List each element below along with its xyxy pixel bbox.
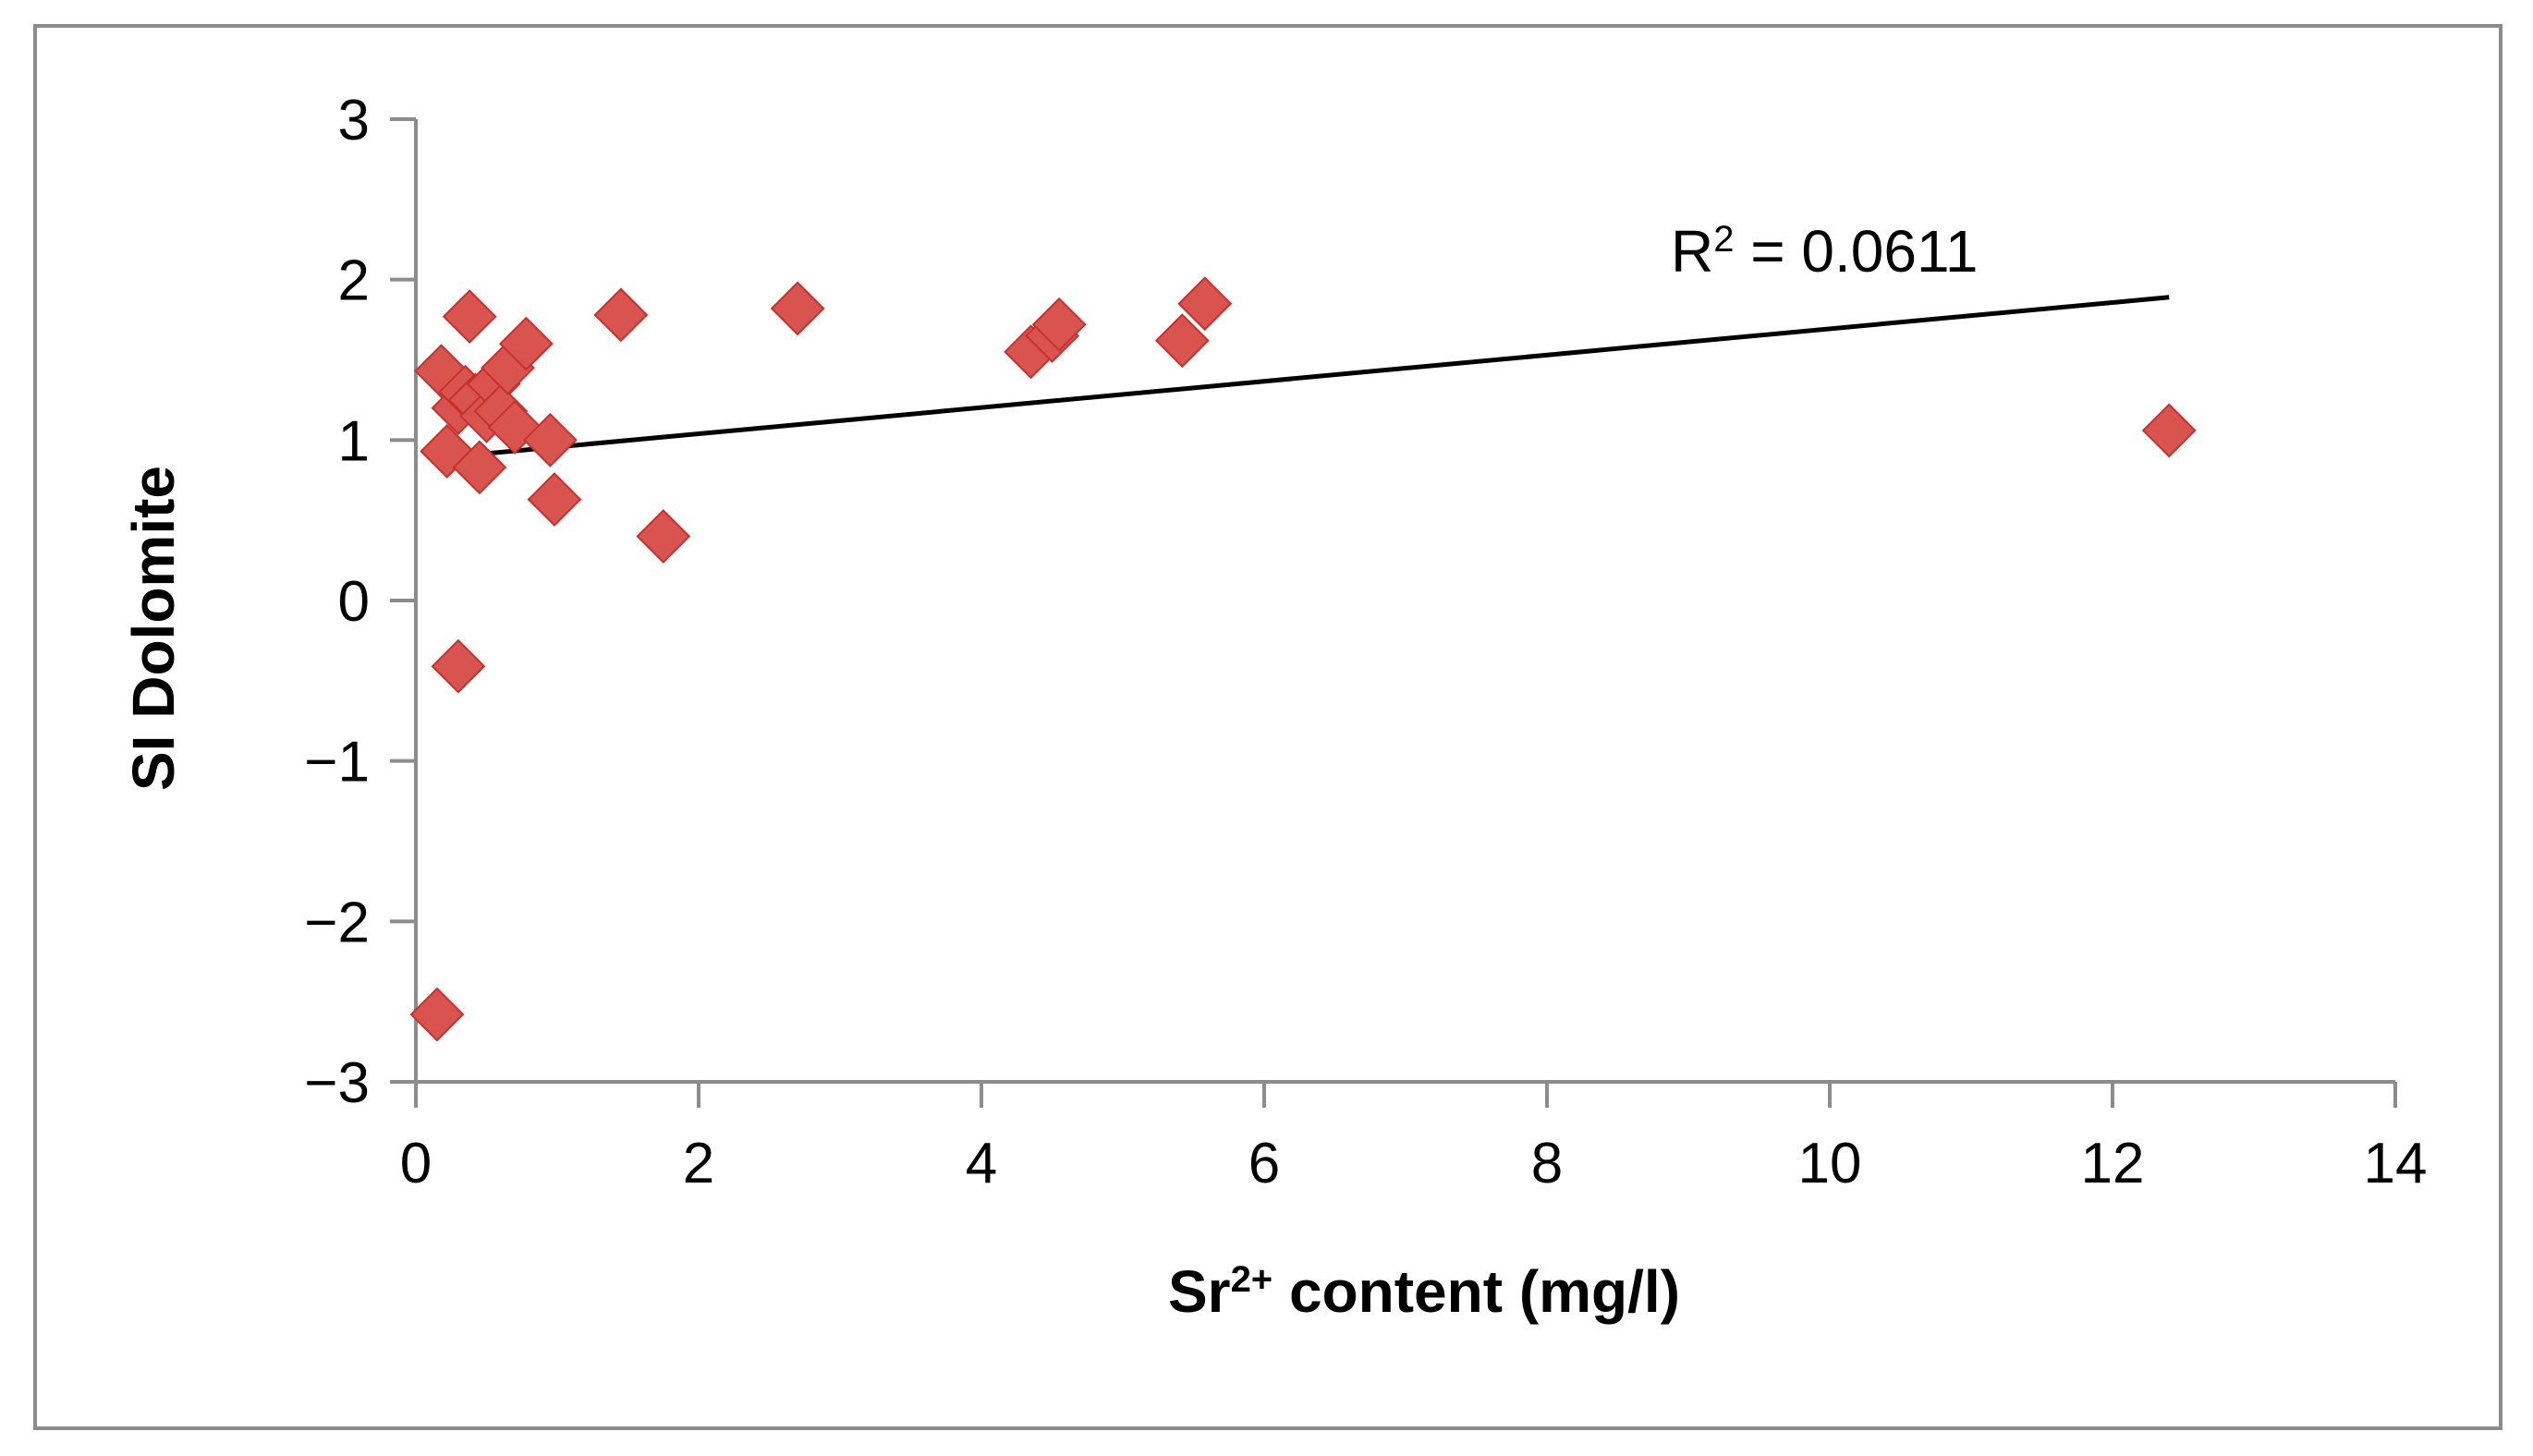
y-tick-label: 0	[338, 570, 370, 634]
y-tick-label: 2	[338, 249, 370, 313]
data-point	[442, 289, 497, 345]
x-tick-label: 12	[2081, 1132, 2145, 1195]
data-point	[1154, 313, 1210, 369]
x-axis-title-main: Sr	[1168, 1258, 1231, 1325]
r-squared-value: = 0.0611	[1734, 218, 1978, 285]
x-tick-label: 2	[683, 1132, 714, 1195]
data-point	[409, 987, 465, 1042]
data-point	[498, 316, 554, 371]
data-point	[1031, 297, 1087, 352]
trendline-layer	[441, 295, 2170, 460]
labels: R2 = 0.0611 Sr2+ content (mg/l) SI Dolom…	[120, 218, 1978, 1325]
x-tick-label: 8	[1531, 1132, 1563, 1195]
x-tick-label: 6	[1248, 1132, 1280, 1195]
y-tick-label: 1	[338, 409, 370, 473]
x-tick-label: 10	[1798, 1132, 1862, 1195]
data-point	[593, 287, 649, 343]
x-axis-title-sup: 2+	[1231, 1259, 1273, 1300]
y-tick-label: −2	[304, 891, 370, 954]
data-point	[522, 412, 578, 467]
r-squared-annotation: R2 = 0.0611	[1671, 218, 1978, 285]
data-point	[1177, 276, 1233, 332]
trendline	[441, 295, 2170, 460]
data-point	[527, 472, 582, 528]
x-axis-title-rest: content (mg/l)	[1273, 1258, 1680, 1325]
chart-frame: 3 2 1 0 −1 −2 −3 0 2 4 6 8 10 12 14 R2 = 0.0611 Sr2+ c…	[33, 24, 2503, 1430]
x-tick-label: 0	[400, 1132, 432, 1195]
x-tick-label: 14	[2364, 1132, 2428, 1195]
x-tick-label: 4	[966, 1132, 997, 1195]
y-tick-label: 3	[338, 89, 370, 152]
data-point	[636, 509, 691, 564]
r-squared-sup: 2	[1713, 219, 1734, 260]
data-points	[409, 276, 2197, 1042]
data-point	[2141, 403, 2197, 458]
data-point	[770, 281, 825, 336]
y-tick-label: −3	[304, 1051, 370, 1115]
y-tick-label: −1	[304, 731, 370, 795]
data-point	[431, 638, 486, 694]
data-point	[452, 440, 507, 495]
r-squared-main: R	[1671, 218, 1713, 285]
y-axis-title: SI Dolomite	[120, 466, 187, 791]
x-axis-title: Sr2+ content (mg/l)	[1168, 1258, 1680, 1325]
